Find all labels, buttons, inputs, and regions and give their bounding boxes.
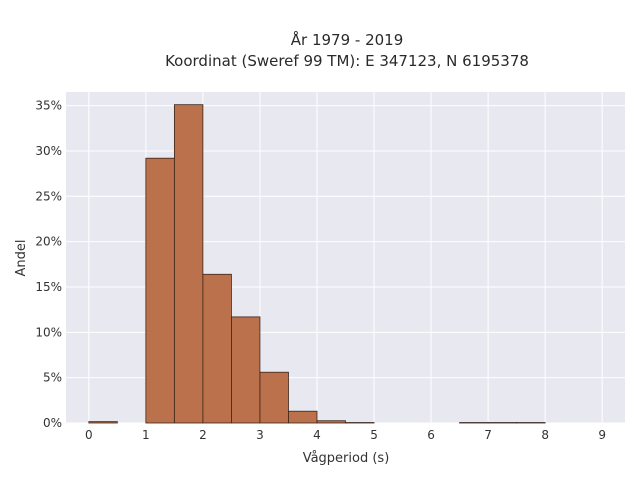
- chart-title-line2: Koordinat (Sweref 99 TM): E 347123, N 61…: [165, 52, 529, 70]
- y-tick-labels: 0% 5% 10% 15% 20% 25% 30% 35%: [35, 99, 62, 430]
- y-tick-label: 0%: [43, 416, 62, 430]
- y-tick-label: 10%: [35, 325, 62, 339]
- x-tick-label: 5: [370, 428, 378, 442]
- x-tick-label: 7: [484, 428, 492, 442]
- x-tick-label: 4: [313, 428, 321, 442]
- x-tick-label: 0: [85, 428, 93, 442]
- chart-title-line1: År 1979 - 2019: [291, 30, 404, 49]
- x-tick-label: 2: [199, 428, 207, 442]
- x-tick-label: 8: [541, 428, 549, 442]
- histogram-bar: [145, 157, 175, 424]
- y-tick-label: 30%: [35, 144, 62, 158]
- histogram-bar: [288, 410, 318, 424]
- y-tick-label: 20%: [35, 235, 62, 249]
- histogram-bars: [88, 104, 546, 424]
- y-tick-label: 35%: [35, 99, 62, 113]
- y-tick-label: 25%: [35, 189, 62, 203]
- y-axis-label: Andel: [14, 240, 29, 277]
- x-tick-label: 1: [142, 428, 150, 442]
- histogram-bar: [173, 104, 204, 424]
- y-tick-label: 15%: [35, 280, 62, 294]
- histogram-bar: [259, 371, 289, 424]
- histogram-bar: [231, 316, 261, 424]
- x-tick-label: 9: [598, 428, 606, 442]
- x-tick-labels: 0 1 2 3 4 5 6 7 8 9: [85, 428, 606, 442]
- x-tick-label: 6: [427, 428, 435, 442]
- histogram-bar: [202, 273, 232, 424]
- x-tick-label: 3: [256, 428, 264, 442]
- histogram-bar: [88, 421, 118, 424]
- y-tick-label: 5%: [43, 371, 62, 385]
- x-axis-label: Vågperiod (s): [303, 451, 390, 466]
- histogram-bar: [316, 420, 346, 424]
